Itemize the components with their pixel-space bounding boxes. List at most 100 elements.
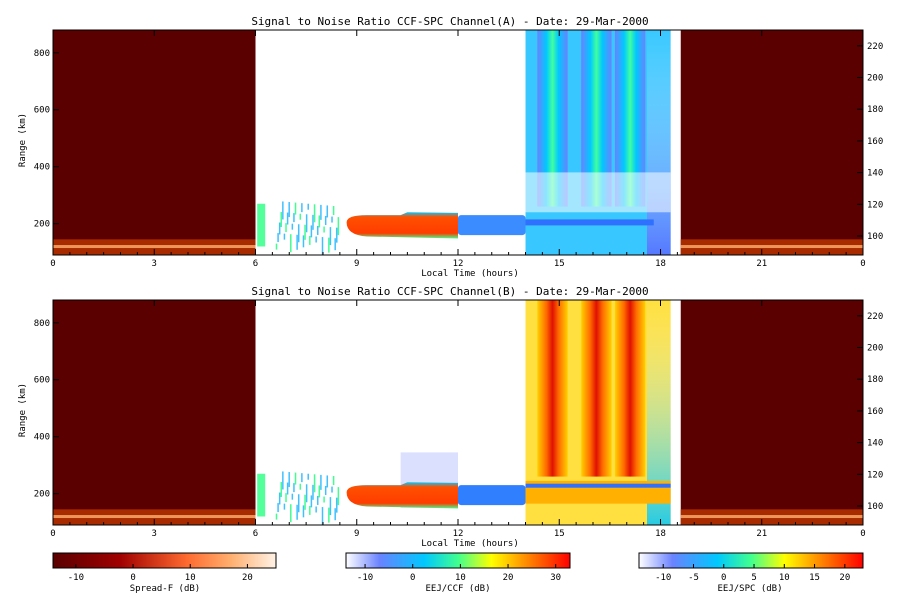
scatter-echo <box>299 213 302 220</box>
scatter-echo <box>286 482 289 495</box>
colorbar-gradient <box>638 552 864 569</box>
colorbar-tick-label: 0 <box>410 573 415 583</box>
heatmap-area <box>53 30 863 256</box>
colorbar-tick-label: 5 <box>751 573 756 583</box>
x-tick-label: 3 <box>152 529 157 539</box>
y2-tick-label: 120 <box>867 200 883 210</box>
heatmap-segment <box>53 30 256 255</box>
scatter-echo <box>296 504 298 520</box>
scatter-echo <box>324 215 327 225</box>
scatter-echo <box>280 211 283 227</box>
scatter-echo <box>291 223 294 230</box>
scatter-echo <box>332 476 335 486</box>
y-tick-label: 400 <box>34 433 50 443</box>
scatter-echo <box>331 486 333 493</box>
scatter-echo <box>286 212 289 225</box>
scatter-echo <box>309 235 311 245</box>
scatter-echo <box>313 474 316 493</box>
colorbar-label: Spread-F (dB) <box>130 584 200 594</box>
scatter-echo <box>304 494 306 510</box>
scatter-echo <box>297 494 300 513</box>
colorbar-tick-label: 20 <box>839 573 850 583</box>
y2-tick-label: 140 <box>867 169 883 179</box>
scatter-echo <box>304 224 306 240</box>
scatter-echo <box>283 233 286 240</box>
channel-b-panel: Signal to Noise Ratio CCF-SPC Channel(B)… <box>18 285 883 549</box>
y-tick-label: 800 <box>34 49 50 59</box>
scatter-echo <box>297 224 300 243</box>
x-tick-label: 3 <box>152 259 157 269</box>
y-tick-label: 600 <box>34 106 50 116</box>
y2-tick-label: 100 <box>867 232 883 242</box>
scatter-echo <box>316 495 319 505</box>
scatter-echo <box>323 496 325 503</box>
scatter-echo <box>312 484 314 500</box>
spread-f-fill <box>53 30 256 255</box>
x-tick-label: 18 <box>655 529 666 539</box>
y2-tick-label: 180 <box>867 375 883 385</box>
colorbar-tick-label: -10 <box>655 573 671 583</box>
spc-layer <box>525 483 671 488</box>
scatter-echo <box>293 483 295 493</box>
y-tick-label: 400 <box>34 163 50 173</box>
y2-tick-label: 140 <box>867 439 883 449</box>
scatter-echo <box>329 227 332 246</box>
scatter-echo <box>312 214 314 230</box>
x-tick-label: 6 <box>253 529 258 539</box>
spc-layer <box>525 219 654 226</box>
x-tick-label: 6 <box>253 259 258 269</box>
scatter-echo <box>282 471 284 490</box>
x-tick-label: 15 <box>554 529 565 539</box>
y-tick-label: 800 <box>34 319 50 329</box>
scatter-echo <box>310 225 313 238</box>
scatter-echo <box>332 206 335 216</box>
scatter-echo <box>290 504 292 523</box>
x-tick-label: 21 <box>756 259 767 269</box>
spc-band <box>581 300 612 477</box>
scatter-echo <box>334 238 336 251</box>
colorbar-tick-label: 15 <box>809 573 820 583</box>
colorbar-tick-label: 0 <box>721 573 726 583</box>
x-tick-label: 9 <box>354 529 359 539</box>
scatter-echo <box>305 214 308 233</box>
scatter-echo <box>316 225 319 235</box>
spread-f-fill <box>680 30 863 255</box>
spread-f-colorbar: Spread-F (dB) -10 0 10 20 <box>52 552 277 594</box>
scatter-echo <box>293 213 295 223</box>
heatmap-segment <box>257 452 458 526</box>
colorbar-tick-label: -10 <box>68 573 84 583</box>
scatter-echo <box>337 217 340 236</box>
y-axis-label: Range (km) <box>18 113 28 167</box>
scatter-echo <box>299 483 302 490</box>
eej-ccf-echo <box>458 485 526 506</box>
colorbar-tick-label: 30 <box>550 573 561 583</box>
x-tick-label: 15 <box>554 259 565 269</box>
scatter-echo <box>320 474 322 490</box>
y-tick-label: 200 <box>34 490 50 500</box>
scatter-echo <box>318 485 321 498</box>
scatter-echo <box>329 497 332 516</box>
scatter-echo <box>275 513 278 520</box>
scatter-echo <box>301 473 303 483</box>
eej-spc-colorbar: EEJ/SPC (dB) -10 -5 0 5 10 15 20 <box>638 552 864 594</box>
scatter-echo <box>278 222 281 235</box>
x-tick-label: 0 <box>860 529 865 539</box>
scatter-echo <box>278 492 281 505</box>
colorbar-label: EEJ/SPC (dB) <box>717 584 782 594</box>
heatmap-segment <box>680 300 863 525</box>
eej-ccf-echo <box>346 212 458 239</box>
scatter-echo <box>315 236 317 243</box>
scatter-echo <box>302 505 305 518</box>
heatmap-segment <box>525 300 671 525</box>
x-tick-label: 12 <box>453 529 464 539</box>
scatter-echo <box>315 506 317 513</box>
scatter-echo <box>318 215 321 228</box>
scatter-echo <box>323 226 325 233</box>
scatter-echo <box>277 233 279 243</box>
scatter-echo <box>331 216 333 223</box>
x-tick-label: 0 <box>50 259 55 269</box>
colorbar-tick-label: -10 <box>357 573 373 583</box>
heatmap-area <box>53 300 863 526</box>
colorbar-tick-label: 10 <box>185 573 196 583</box>
